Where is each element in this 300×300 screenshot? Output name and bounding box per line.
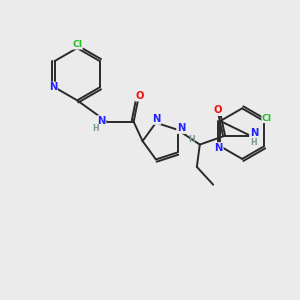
- Text: N: N: [152, 114, 161, 124]
- Text: N: N: [98, 116, 106, 126]
- Text: Cl: Cl: [72, 40, 82, 49]
- Text: N: N: [214, 143, 223, 153]
- Text: O: O: [135, 91, 144, 101]
- Text: Cl: Cl: [262, 113, 272, 122]
- Text: H: H: [250, 138, 257, 147]
- Text: O: O: [213, 105, 222, 116]
- Text: N: N: [177, 123, 185, 133]
- Text: H: H: [188, 135, 195, 144]
- Text: N: N: [250, 128, 258, 138]
- Text: N: N: [49, 82, 57, 92]
- Text: H: H: [92, 124, 99, 133]
